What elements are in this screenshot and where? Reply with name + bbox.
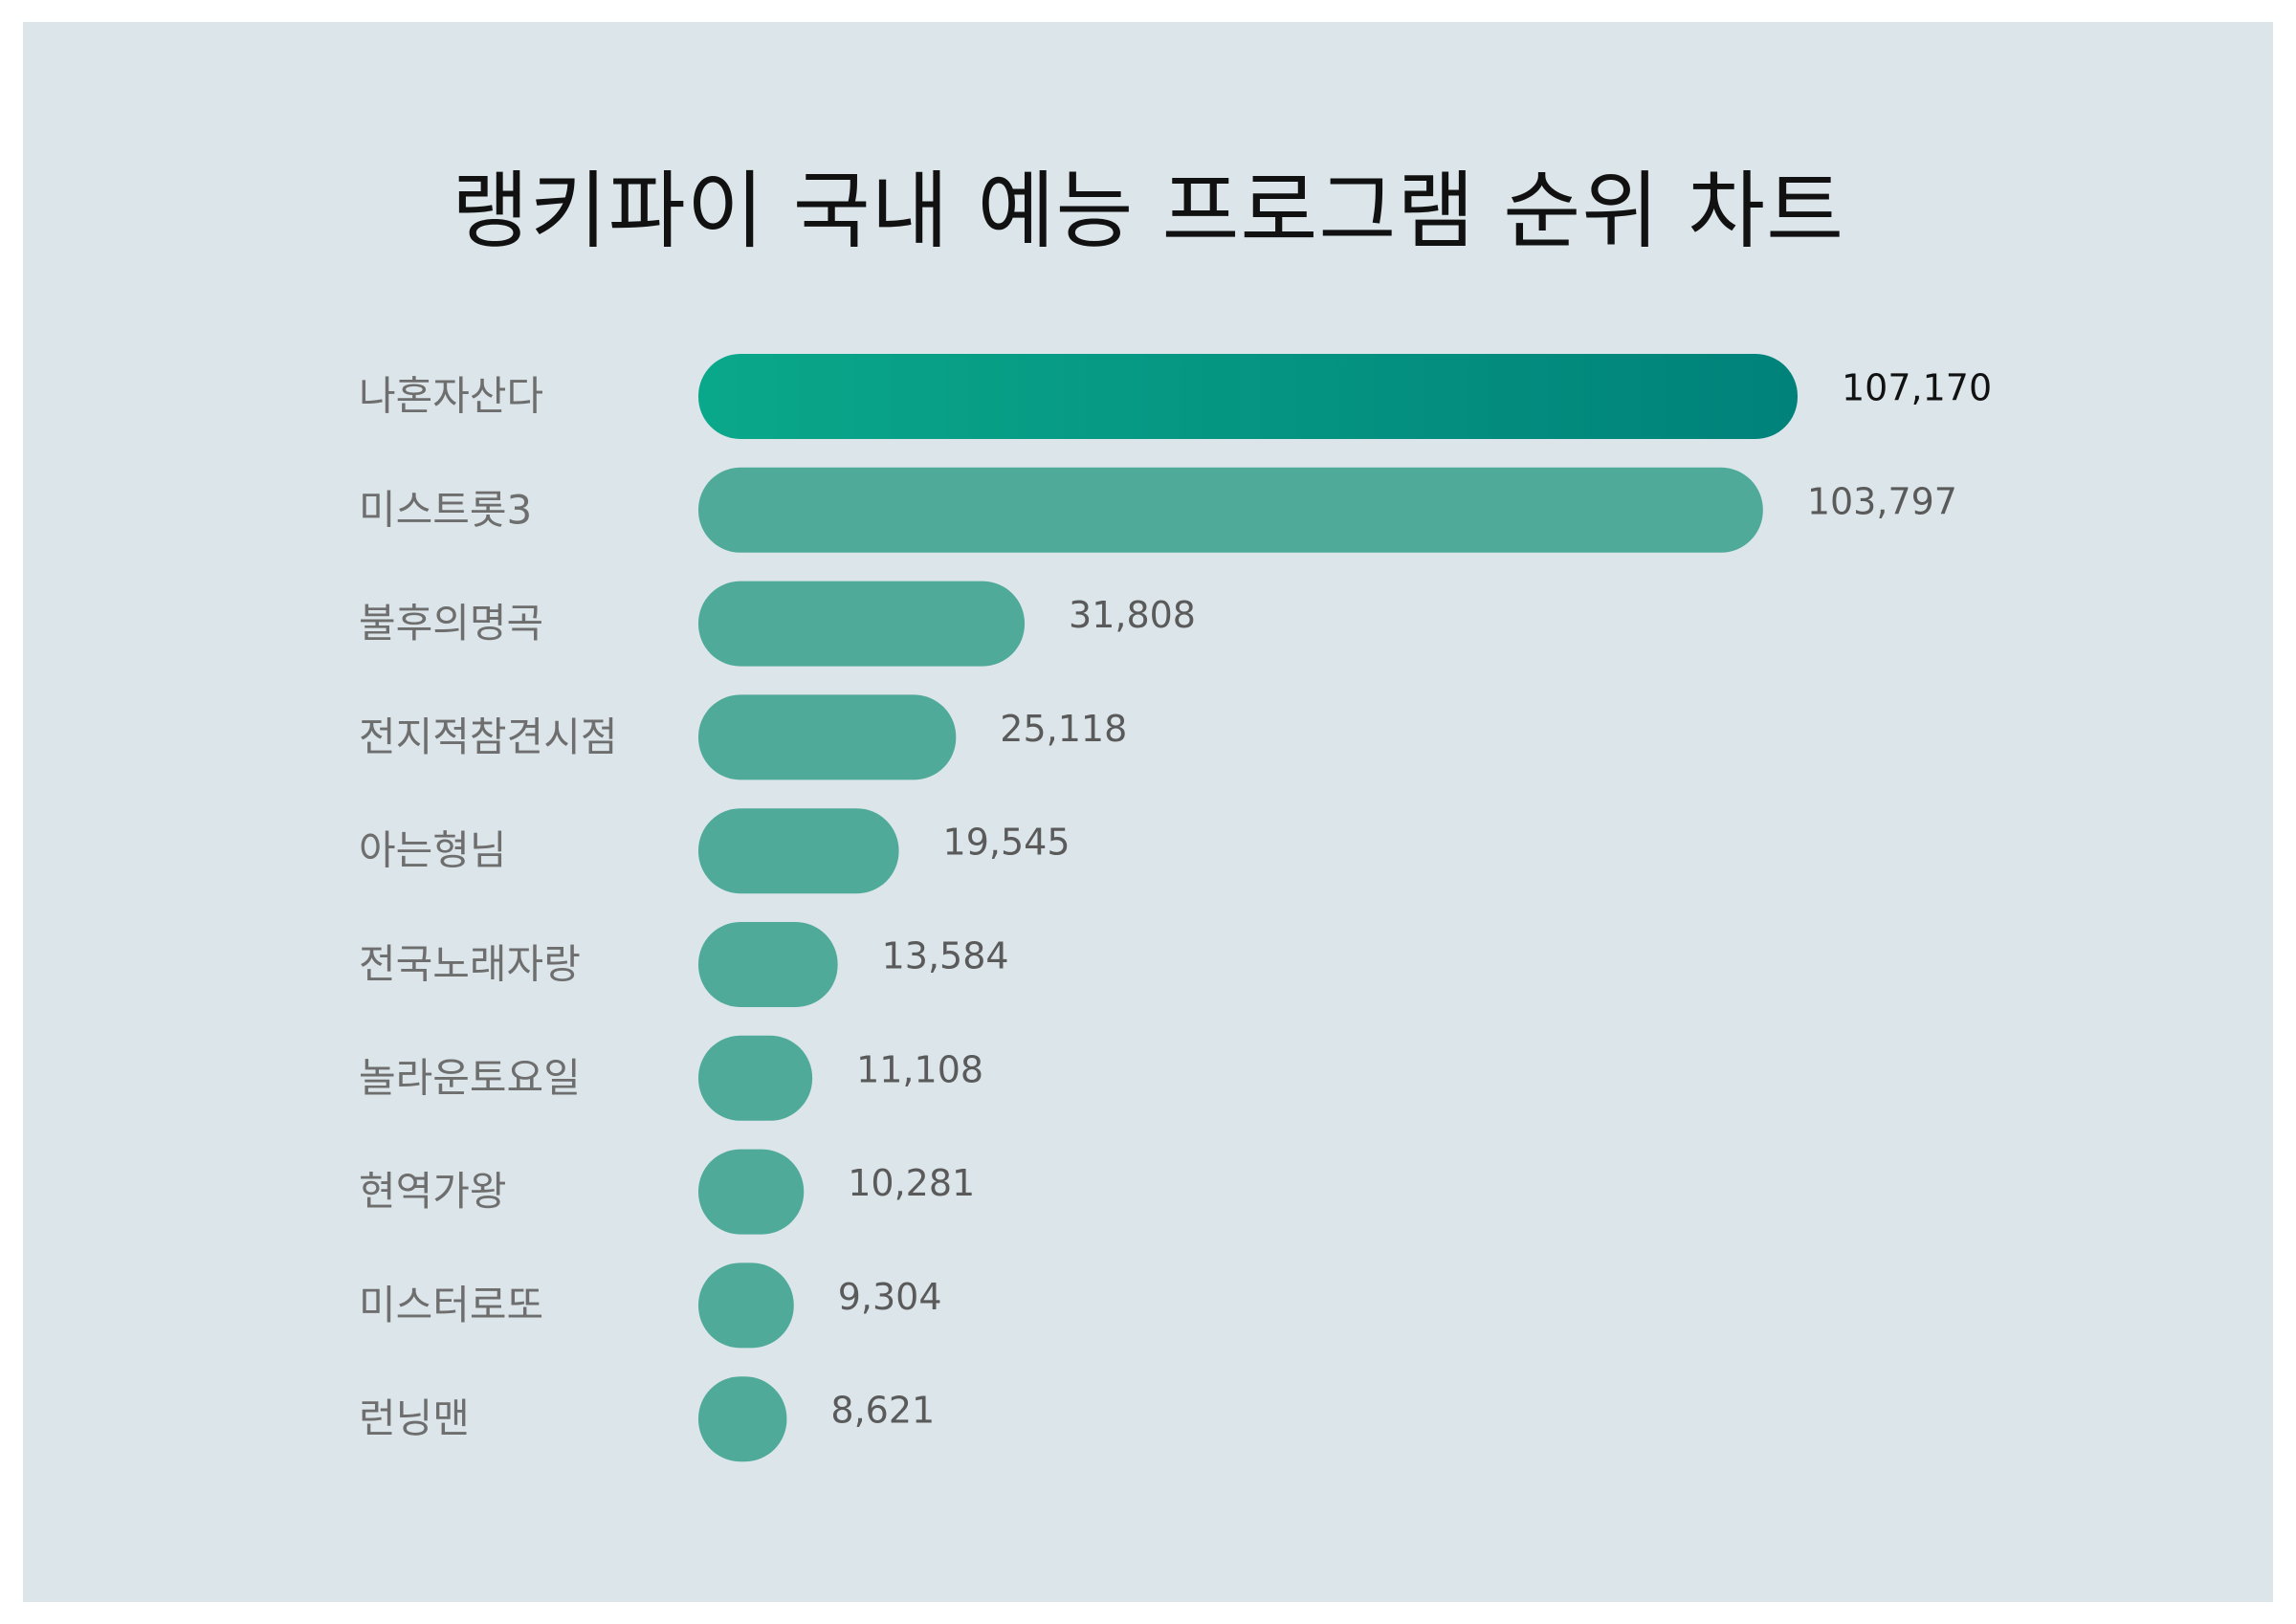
bar-10 xyxy=(698,1376,787,1462)
category-label-10: 런닝맨 xyxy=(359,1395,470,1442)
category-label-8: 현역가왕 xyxy=(359,1168,507,1215)
value-label-10: 8,621 xyxy=(830,1390,935,1432)
chart-background xyxy=(23,22,2273,1602)
bar-8 xyxy=(698,1149,805,1235)
value-label-3: 31,808 xyxy=(1069,594,1196,636)
category-label-3: 불후의명곡 xyxy=(359,600,543,647)
bar-4 xyxy=(698,694,957,780)
bar-7 xyxy=(698,1035,813,1121)
category-label-4: 전지적참견시점 xyxy=(359,713,617,760)
category-label-5: 아는형님 xyxy=(359,827,507,874)
category-label-2: 미스트롯3 xyxy=(359,486,532,533)
bar-6 xyxy=(698,922,838,1007)
bar-3 xyxy=(698,581,1026,667)
value-label-1: 107,170 xyxy=(1842,367,1992,409)
value-label-4: 25,118 xyxy=(1000,708,1127,750)
bar-9 xyxy=(698,1262,794,1349)
category-label-9: 미스터로또 xyxy=(359,1282,543,1328)
value-label-6: 13,584 xyxy=(882,935,1009,977)
category-label-7: 놀라운토요일 xyxy=(359,1054,581,1101)
bar-5 xyxy=(698,808,899,894)
bar-1 xyxy=(698,354,1798,439)
bar-2 xyxy=(698,467,1763,553)
value-label-5: 19,545 xyxy=(943,822,1071,864)
category-label-6: 전국노래자랑 xyxy=(359,941,581,988)
category-label-1: 나혼자산다 xyxy=(359,373,543,420)
value-label-9: 9,304 xyxy=(838,1276,942,1318)
value-label-8: 10,281 xyxy=(848,1162,975,1204)
chart-title: 랭키파이 국내 예능 프로그램 순위 차트 xyxy=(451,162,1845,260)
value-label-2: 103,797 xyxy=(1807,480,1957,522)
bars-group: 나혼자산다 107,170 미스트롯3 103,797 불후의명곡 31,808 전지적참견… xyxy=(359,354,1992,1462)
value-label-7: 11,108 xyxy=(856,1048,983,1090)
